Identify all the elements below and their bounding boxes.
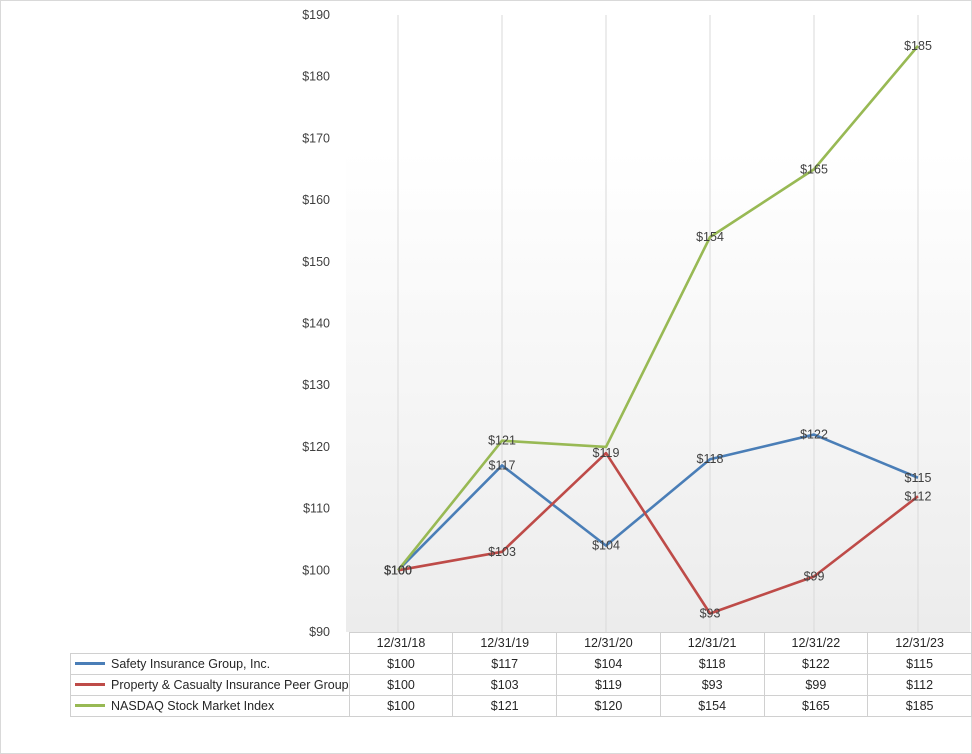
table-cell: $121 [452,695,558,717]
legend-entry: Property & Casualty Insurance Peer Group [70,674,350,696]
table-header-row: 12/31/18 12/31/19 12/31/20 12/31/21 12/31/22… [71,632,972,654]
y-tick-label: $160 [302,193,330,207]
table-cell: $103 [452,674,558,696]
data-table: 12/31/18 12/31/19 12/31/20 12/31/21 12/31/22… [70,632,972,717]
table-body: Safety Insurance Group, Inc. $100 $117 $104… [70,653,972,717]
legend-swatch [75,683,105,687]
gridlines [397,15,919,632]
data-label: $154 [696,230,724,244]
table-cell: $99 [763,674,869,696]
legend-entry: NASDAQ Stock Market Index [70,695,350,717]
table-row: Property & Casualty Insurance Peer Group… [70,674,972,696]
table-row: Safety Insurance Group, Inc. $100 $117 $104… [70,653,972,675]
data-label: $99 [804,569,825,583]
table-cell: $115 [867,653,972,675]
data-label: $93 [700,606,721,620]
table-cell: $119 [556,674,661,696]
table-cell: $117 [452,653,558,675]
y-tick-label: $110 [303,502,330,516]
y-tick-label: $100 [302,563,330,577]
data-label: $112 [905,489,932,503]
y-tick-label: $190 [302,8,330,22]
table-cell: $100 [348,653,454,675]
data-label: $165 [800,162,828,176]
table-cell: $118 [659,653,765,675]
data-label: $100 [384,563,412,577]
x-category-label: 12/31/21 [659,632,765,654]
legend-entry: Safety Insurance Group, Inc. [70,653,350,675]
y-tick-label: $90 [309,625,330,639]
table-cell: $185 [867,695,972,717]
data-label: $122 [800,428,828,442]
x-category-label: 12/31/19 [452,632,558,654]
x-category-label: 12/31/22 [763,632,869,654]
table-cell: $165 [763,695,869,717]
data-labels: $100$117$104$118$122$115$100$103$119$93$… [384,39,932,621]
series-lines [396,45,919,615]
x-category-label: 12/31/20 [556,632,661,654]
series-line-1 [397,451,919,615]
y-tick-label: $170 [302,131,330,145]
table-cell: $100 [348,695,454,717]
legend-label: NASDAQ Stock Market Index [111,699,275,713]
table-row: NASDAQ Stock Market Index $100 $121 $120 $15… [70,695,972,717]
y-tick-label: $180 [302,70,330,84]
legend-label: Safety Insurance Group, Inc. [111,657,271,671]
data-label: $185 [904,39,932,53]
data-label: $121 [488,434,516,448]
table-cell: $154 [659,695,765,717]
data-label: $117 [489,458,516,472]
x-category-label: 12/31/23 [867,632,972,654]
data-label: $119 [593,446,620,460]
legend-swatch [75,662,105,666]
y-tick-label: $120 [302,440,330,454]
legend-swatch [75,704,105,708]
table-cell: $100 [348,674,454,696]
table-cell: $104 [556,653,661,675]
y-tick-label: $150 [302,255,330,269]
series-line-0 [397,433,919,572]
x-category-label: 12/31/18 [348,632,454,654]
data-label: $103 [488,545,516,559]
plot-area [346,15,970,632]
data-label: $100 [384,563,412,577]
data-label: $118 [697,452,724,466]
table-corner [71,633,350,654]
data-label: $115 [905,471,932,485]
data-label: $100 [384,563,412,577]
table-cell: $112 [867,674,972,696]
data-label: $104 [592,539,620,553]
legend-label: Property & Casualty Insurance Peer Group [111,678,349,692]
table-cell: $122 [763,653,869,675]
table-cell: $93 [659,674,765,696]
table-cell: $120 [556,695,661,717]
y-axis-ticks: $90 $100 $110 $120 $130 $140 $150 $160 $170 $180 $… [302,8,330,639]
y-tick-label: $130 [302,378,330,392]
series-line-2 [396,45,919,572]
y-tick-label: $140 [302,317,330,331]
